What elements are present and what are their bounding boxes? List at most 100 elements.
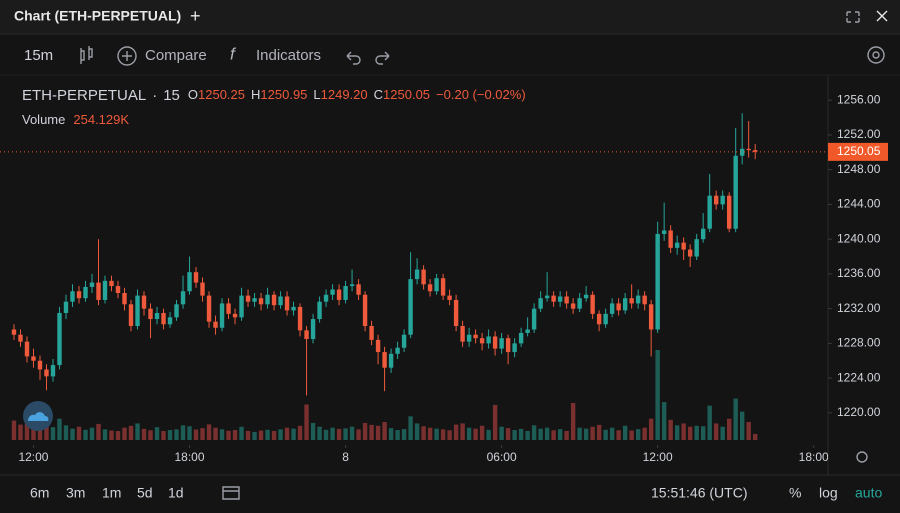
redo-icon[interactable] (375, 51, 390, 65)
candle-body (434, 278, 439, 292)
candle-body (746, 148, 751, 151)
volume-bar (479, 425, 485, 440)
candle-body (733, 155, 738, 229)
date-range-icon[interactable] (222, 486, 240, 500)
undo-icon[interactable] (346, 51, 361, 65)
range-button[interactable]: 6m (30, 485, 49, 501)
scale-option[interactable]: auto (855, 485, 882, 501)
candle-body (336, 289, 342, 300)
compare-icon[interactable] (117, 46, 137, 66)
y-tick-label: 1244.00 (837, 197, 881, 211)
candle-body (330, 289, 335, 295)
y-tick-label: 1228.00 (837, 336, 881, 350)
volume-bar (317, 426, 322, 440)
volume-bar (200, 428, 205, 440)
volume-bar (141, 428, 147, 440)
candle-body (629, 298, 634, 304)
legend-interval: 15 (163, 87, 180, 104)
scale-option[interactable]: log (819, 485, 838, 501)
volume-bar (629, 430, 634, 440)
candle-body (317, 301, 322, 320)
candle-body (694, 239, 699, 257)
candle-body (375, 339, 381, 353)
volume-bar (700, 426, 706, 440)
settings-icon[interactable] (867, 46, 885, 64)
volume-bar (596, 424, 602, 440)
window-title: Chart (ETH-PERPETUAL) (14, 8, 181, 24)
candle-body (271, 294, 277, 306)
volume-bar (330, 427, 335, 440)
axis-settings-icon[interactable] (856, 451, 868, 463)
interval-button[interactable]: 15m (24, 47, 53, 64)
close-icon[interactable] (876, 10, 888, 22)
volume-bar (336, 428, 342, 440)
candle-body (213, 321, 218, 328)
volume-bar (603, 429, 608, 440)
volume-bar (434, 428, 439, 440)
compare-plus (122, 51, 132, 61)
candle-body (323, 294, 329, 302)
candle-body (154, 312, 160, 320)
volume-bar (505, 428, 511, 440)
volume-bar (622, 425, 628, 440)
x-tick-label: 06:00 (487, 450, 517, 464)
candle-body (265, 294, 270, 305)
candle-body (219, 303, 225, 328)
volume-bar (733, 398, 738, 440)
volume-bar (167, 430, 173, 440)
bottom-bar: 6m 3m 1m 5d 1d% log auto (30, 485, 882, 501)
volume-bar (323, 429, 329, 440)
candle-body (499, 338, 504, 349)
candle-body (687, 249, 693, 257)
legend-change: −0.20 (−0.02%) (436, 87, 526, 102)
candle-body (135, 295, 140, 327)
volume-bar (89, 427, 95, 440)
volume-bar (122, 427, 127, 440)
indicators-button[interactable]: Indicators (256, 47, 321, 64)
range-button[interactable]: 5d (137, 485, 153, 501)
x-tick-label: 18:00 (175, 450, 205, 464)
candle-body (564, 296, 569, 304)
candle-body (414, 269, 420, 280)
volume-bar (187, 426, 192, 440)
legend-low: 1249.20 (321, 87, 368, 102)
indicators-icon[interactable]: f (230, 44, 237, 63)
candle-body (63, 301, 69, 313)
volume-bar (648, 418, 654, 440)
volume-bar (284, 427, 290, 440)
maximize-icon[interactable] (846, 11, 860, 23)
candle-body (44, 369, 49, 377)
candle-body (421, 269, 426, 285)
legend-h: H (251, 87, 260, 102)
volume-bar (232, 430, 238, 440)
volume-bar (486, 429, 491, 440)
candle-body (57, 312, 62, 366)
scale-option[interactable]: % (789, 485, 801, 501)
range-button[interactable]: 3m (66, 485, 85, 501)
range-button[interactable]: 1d (168, 485, 184, 501)
legend-c: C (374, 87, 383, 102)
volume-bar (44, 421, 49, 440)
candle-type-icon[interactable] (80, 46, 93, 64)
candle-body (174, 304, 179, 318)
volume-bar (356, 429, 361, 440)
compare-button[interactable]: Compare (145, 47, 207, 64)
volume-bar (128, 425, 134, 440)
legend-open: 1250.25 (198, 87, 245, 102)
volume-bar (473, 428, 478, 440)
volume-bar (674, 425, 680, 440)
volume-bar (538, 428, 543, 440)
range-button[interactable]: 1m (102, 485, 121, 501)
x-tick-label: 12:00 (643, 450, 673, 464)
volume-bar (193, 429, 199, 440)
last-price-label: 1250.05 (837, 144, 881, 158)
candle-body (252, 298, 257, 302)
candle-body (70, 291, 75, 302)
volume-bar (492, 404, 498, 440)
volume-bar (115, 431, 121, 440)
volume-bar (258, 430, 264, 440)
add-tab[interactable]: + (190, 6, 201, 26)
candle-body (440, 278, 446, 296)
volume-bar (304, 404, 309, 440)
volume-bar (271, 431, 277, 440)
